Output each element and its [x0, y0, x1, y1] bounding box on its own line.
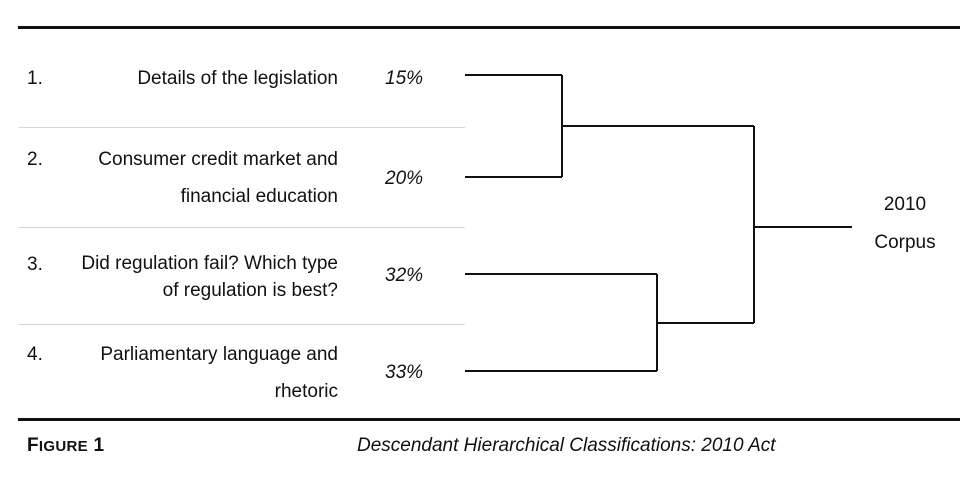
class-percent: 15%	[385, 68, 424, 89]
class-number: 2.	[27, 149, 43, 170]
figure-label-rest: IGURE	[38, 438, 88, 455]
row-divider	[18, 324, 465, 325]
class-percent: 32%	[385, 265, 424, 286]
figure-label-number: 1	[93, 435, 105, 456]
class-label-line: Did regulation fail? Which type	[81, 253, 338, 274]
class-number: 4.	[27, 344, 43, 365]
class-label: Details of the legislation	[137, 60, 338, 97]
class-label-line: Details of the legislation	[137, 68, 338, 89]
top-rule	[18, 26, 960, 29]
class-label: Parliamentary language and rhetoric	[100, 336, 338, 410]
class-label-line: rhetoric	[274, 381, 338, 402]
root-label: 2010 Corpus	[860, 186, 950, 262]
row-divider	[18, 227, 465, 228]
class-number: 1.	[27, 68, 43, 89]
class-label-line: financial education	[180, 186, 338, 207]
class-label: Consumer credit market and financial edu…	[98, 141, 338, 215]
root-label-line: 2010	[883, 194, 927, 215]
class-label: Did regulation fail? Which type of regul…	[81, 250, 338, 304]
root-label-line: Corpus	[874, 232, 936, 253]
class-percent: 20%	[385, 168, 424, 189]
bottom-rule	[18, 418, 960, 421]
figure-label: FIGURE 1	[27, 435, 104, 457]
class-label-line: Parliamentary language and	[100, 344, 338, 365]
row-divider	[18, 127, 465, 128]
class-percent: 33%	[385, 362, 424, 383]
class-number: 3.	[27, 254, 43, 275]
figure-caption: Descendant Hierarchical Classifications:…	[357, 435, 776, 456]
figure-label-initial: F	[27, 435, 39, 456]
class-label-line: of regulation is best?	[162, 280, 338, 301]
class-label-line: Consumer credit market and	[98, 149, 338, 170]
